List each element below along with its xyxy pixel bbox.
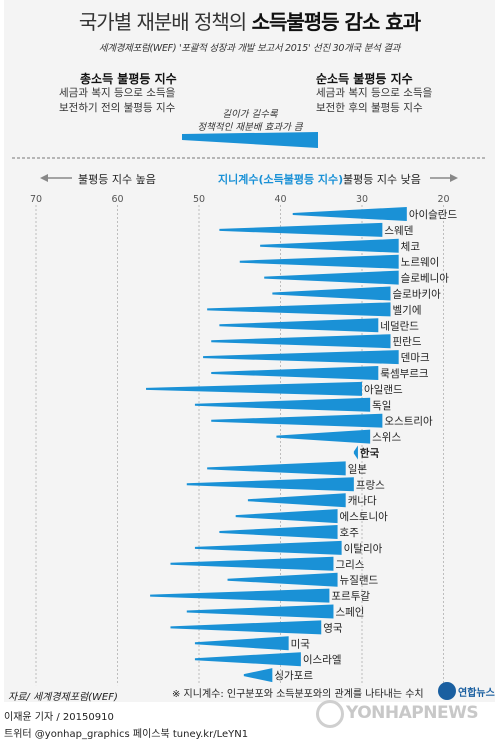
country-label: 오스트리아 [384, 416, 433, 428]
country-label: 그리스 [335, 559, 364, 571]
country-label: 스페인 [335, 607, 364, 619]
country-label: 스웨덴 [384, 225, 413, 237]
country-label: 프랑스 [356, 479, 385, 491]
legend-gross-line: 세금과 복지 등으로 소득을 [59, 87, 176, 99]
gini-bar [219, 318, 379, 333]
country-label: 영국 [323, 622, 343, 634]
legend-net-heading: 순소득 불평등 지수 [316, 72, 413, 86]
gini-bar [264, 270, 399, 285]
gini-bar [207, 461, 346, 476]
country-label: 슬로베니아 [401, 273, 450, 285]
gini-bar [211, 334, 391, 349]
header-left-label: 불평등 지수 높음 [78, 173, 156, 186]
watermark-logo-icon [316, 700, 344, 728]
gini-bar [227, 572, 338, 587]
x-tick-label: 70 [30, 194, 42, 205]
x-tick-label: 60 [111, 194, 123, 205]
legend-gross-heading: 총소득 불평등 지수 [80, 72, 177, 86]
gini-bar [243, 668, 273, 683]
x-tick-label: 40 [274, 194, 286, 205]
gini-bar [219, 525, 338, 539]
legend-note: 길이가 길수록 정책적인 재분배 효과가 큼 [180, 108, 320, 134]
header-right-label: 불평등 지수 낮음 [343, 173, 421, 186]
country-label: 캐나다 [348, 495, 377, 507]
gini-bar [292, 207, 407, 221]
legend-net-line: 보전한 후의 불평등 지수 [316, 102, 423, 114]
gini-bar [276, 429, 371, 444]
country-label: 슬로바키아 [393, 289, 442, 301]
gini-bar [211, 413, 383, 428]
legend-net-description: 세금과 복지 등으로 소득을 보전한 후의 불평등 지수 [316, 86, 432, 116]
footnote: ※ 지니계수: 인구분포와 소득분포와의 관계를 나타내는 수치 [172, 689, 424, 700]
yonhap-logo-icon [438, 682, 456, 700]
gini-bar [186, 604, 334, 619]
country-label: 에스토니아 [340, 511, 389, 523]
gini-bar [239, 254, 399, 269]
gini-bar [235, 509, 338, 524]
country-label: 아일랜드 [364, 383, 403, 396]
legend-gross-line: 보전하기 전의 불평등 지수 [59, 102, 176, 114]
country-label: 덴마크 [401, 352, 430, 364]
watermark-text: YONHAPNEWS [346, 703, 479, 723]
legend-sample-wedge [182, 132, 318, 148]
gini-bar [186, 477, 354, 492]
country-label: 포르투갈 [331, 590, 370, 603]
social-line: 트위터 @yonhap_graphics 페이스북 tuney.kr/LeYN1 [4, 729, 249, 740]
gini-bar [194, 540, 342, 555]
gini-bar [219, 222, 383, 237]
gini-bar [211, 366, 379, 380]
gini-bar [247, 493, 346, 508]
source-note: 자료/ 세계경제포럼(WEF) [8, 692, 118, 703]
legend-net-line: 세금과 복지 등으로 소득을 [316, 87, 433, 99]
country-label: 네덜란드 [380, 320, 419, 332]
country-label: 이스라엘 [303, 653, 342, 666]
title-part2: 소득불평등 감소 효과 [251, 10, 422, 34]
country-label: 아이슬란드 [409, 209, 458, 221]
country-label: 뉴질랜드 [340, 575, 379, 587]
country-label: 핀란드 [393, 336, 422, 348]
chart-subtitle: 세계경제포럼(WEF) '포괄적 성장과 개발 보고서 2015' 선진 30개… [98, 43, 401, 54]
gini-bar [170, 556, 334, 571]
gini-bar [194, 652, 301, 667]
x-tick-label: 30 [356, 194, 368, 205]
country-label: 독일 [372, 399, 391, 412]
country-label: 일본 [348, 462, 368, 475]
country-label: 호주 [340, 527, 360, 539]
country-label: 벨기에 [393, 304, 422, 316]
header-center-label: 지니계수(소득불평등 지수) [218, 173, 344, 186]
gini-bar [203, 350, 399, 365]
gini-bar [353, 445, 358, 460]
gini-bar [194, 636, 289, 651]
gini-bar [150, 588, 330, 603]
right-arrow-icon [450, 174, 458, 182]
country-label: 한국 [360, 447, 380, 460]
title-part1: 국가별 재분배 정책의 [78, 10, 247, 34]
country-label: 싱가포르 [274, 670, 313, 682]
gini-bar [146, 381, 362, 396]
gini-bar [260, 238, 399, 253]
x-tick-label: 20 [437, 194, 449, 205]
legend-note-line: 길이가 길수록 [222, 109, 278, 120]
x-tick-label: 50 [193, 194, 205, 205]
yonhap-logo-text: 연합뉴스 [458, 688, 495, 699]
country-label: 스위스 [372, 431, 401, 444]
gini-bar [194, 397, 371, 412]
country-label: 이탈리아 [344, 542, 383, 555]
left-arrow-icon [40, 174, 48, 182]
country-label: 체코 [401, 241, 421, 253]
gini-bar [170, 620, 322, 635]
legend-note-line: 정책적인 재분배 효과가 큼 [197, 122, 303, 133]
chart-title: 국가별 재분배 정책의 소득불평등 감소 효과 [0, 6, 499, 35]
gini-bar [272, 286, 391, 301]
chart-background [4, 0, 495, 702]
country-label: 노르웨이 [401, 257, 440, 269]
country-label: 룩셈부르크 [380, 368, 429, 380]
credit-line: 이재윤 기자 / 20150910 [4, 712, 114, 723]
legend-gross-description: 세금과 복지 등으로 소득을 보전하기 전의 불평등 지수 [59, 86, 175, 116]
country-label: 미국 [291, 638, 311, 650]
gini-bar [207, 302, 391, 317]
